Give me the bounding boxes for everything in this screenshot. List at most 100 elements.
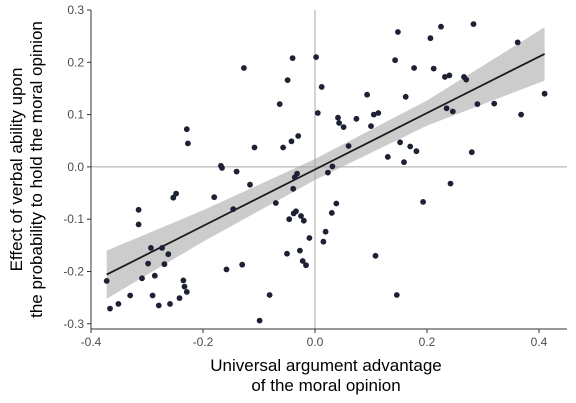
data-point [183,126,190,133]
data-point [427,35,434,42]
data-point [239,261,246,268]
data-point [446,72,453,79]
data-point [272,200,279,206]
y-tick-label: -0.2 [63,264,84,278]
x-tick-label: -0.2 [193,335,214,349]
data-point [420,199,426,205]
data-point [230,206,237,213]
data-point [294,170,300,177]
data-point [151,272,158,279]
y-axis-title-line: Effect of verbal ability upon [7,68,26,272]
data-point [173,190,180,197]
y-tick-label: 0.0 [67,160,84,174]
confidence-band-layer [106,27,545,299]
data-point [247,181,253,188]
data-point [139,275,145,282]
data-point [402,93,409,100]
data-point [470,21,477,27]
data-point [353,115,360,122]
data-point [384,154,391,160]
data-point [180,277,187,284]
data-point [340,124,347,130]
data-point [370,111,377,118]
confidence-band [106,27,545,299]
x-tick-label: 0.2 [419,335,436,349]
data-point [336,120,342,126]
data-point [541,90,548,97]
data-point [314,110,321,116]
regression-line-layer [106,53,546,276]
data-point [159,245,166,251]
data-point [183,289,190,295]
data-point [135,221,142,228]
data-point [155,302,162,309]
data-point [251,144,258,151]
data-point [335,114,341,121]
data-point [306,235,313,241]
y-tick-label: 0.2 [67,55,84,69]
data-point [145,260,152,267]
regression-line [106,53,546,276]
data-point [148,245,154,251]
data-point [176,295,183,301]
data-point [295,133,302,139]
data-point [518,111,524,118]
x-axis-title-line: Universal argument advantage [210,356,442,375]
data-point [288,138,295,145]
data-point [397,139,403,146]
data-point [211,194,218,201]
data-point [430,65,437,72]
data-point [256,317,263,324]
y-tick-label: -0.3 [63,317,84,331]
data-point [345,143,352,149]
data-point [392,57,398,64]
x-tick-label: 0.4 [531,335,548,349]
data-point [393,292,400,298]
data-point [280,144,286,151]
data-point [290,185,297,192]
data-point [161,261,168,268]
data-point [368,123,374,129]
data-point [266,292,273,298]
data-point [297,247,303,254]
data-point [233,168,240,175]
data-point [329,163,336,170]
data-point [167,301,173,307]
data-point [115,301,122,307]
x-tick-label: 0.0 [307,335,324,349]
y-tick-label: -0.1 [63,212,84,226]
data-point [293,208,299,215]
data-point [442,74,448,80]
data-points-layer [103,21,548,324]
data-point [333,200,340,207]
data-point [284,77,291,83]
data-point [165,251,172,258]
axes-layer: -0.4 -0.2 0.0 0.2 0.4 -0.3 -0.2 -0.1 0.0 0.1 0.2 0.… [63,3,567,349]
data-point [149,292,156,299]
data-point [474,101,481,107]
data-point [170,194,177,201]
data-point [514,39,521,46]
data-point [300,217,307,224]
data-point [241,65,247,71]
data-point [449,108,456,115]
data-point [303,262,309,269]
data-point [313,54,319,60]
data-point [401,159,407,166]
data-point [407,143,414,150]
data-point [320,238,327,245]
data-point [463,76,470,83]
data-point [127,292,134,299]
data-point [219,165,225,171]
data-point [447,180,454,187]
data-point [413,148,420,155]
x-axis-title-line: of the moral opinion [251,376,400,395]
data-point [318,84,325,90]
data-point [491,100,498,107]
data-point [107,305,113,312]
data-point [289,55,296,61]
x-tick-label: -0.4 [81,335,102,349]
data-point [135,206,142,213]
y-axis-title-line: the probability to hold the moral opinio… [27,21,46,318]
